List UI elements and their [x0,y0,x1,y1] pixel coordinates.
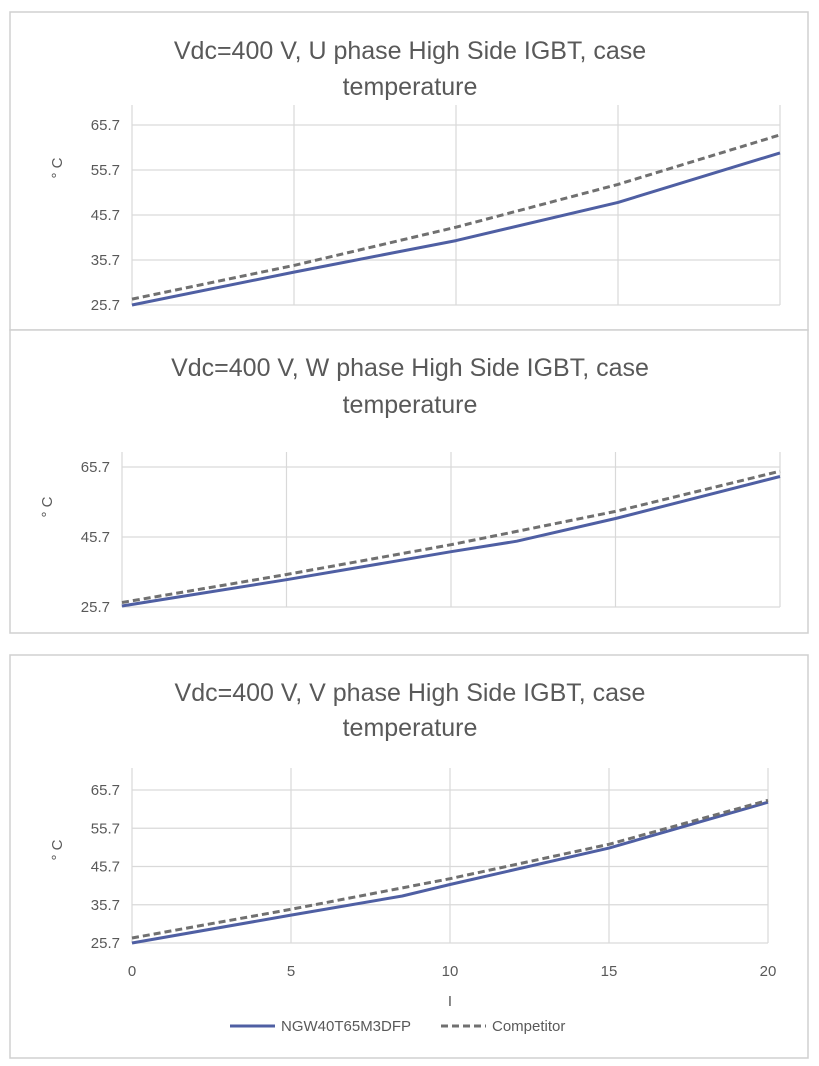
y-tick-label: 35.7 [91,897,120,914]
y-tick-label: 45.7 [91,207,120,224]
y-axis-label: ° C [49,157,66,178]
y-tick-label: 65.7 [91,117,120,134]
chart-1: Vdc=400 V, U phase High Side IGBT, case t… [9,11,809,331]
y-tick-label: 45.7 [91,859,120,876]
y-tick-label: 55.7 [91,820,120,837]
chart-title: Vdc=400 V, W phase High Side IGBT, case [171,354,649,382]
legend-label-competitor: Competitor [492,1018,565,1035]
y-tick-label: 55.7 [91,162,120,179]
legend: NGW40T65M3DFP Competitor [230,1018,565,1035]
y-tick-label: 45.7 [81,529,110,546]
series-ngw40t65m3dfp-line [121,475,781,608]
chart-title: temperature [343,714,478,742]
series-ngw40t65m3dfp-line [131,800,769,945]
chart-3: Vdc=400 V, V phase High Side IGBT, case t… [9,654,809,1059]
series-competitor-line [131,798,769,940]
chart-title: temperature [343,73,478,101]
x-axis-label: I [448,993,452,1010]
chart-panel [9,654,809,1059]
chart-title: temperature [343,391,478,419]
series-competitor-line [121,469,781,604]
x-tick-label: 15 [601,963,618,980]
legend-label-ngw40t65m3dfp: NGW40T65M3DFP [281,1018,411,1035]
y-axis-label: ° C [49,839,66,860]
y-axis-label: ° C [39,496,56,517]
chart-2: Vdc=400 V, W phase High Side IGBT, case t… [9,329,809,634]
y-tick-label: 35.7 [91,252,120,269]
x-tick-label: 20 [760,963,777,980]
chart-title: Vdc=400 V, U phase High Side IGBT, case [174,37,646,65]
chart-panel [9,11,809,331]
x-tick-label: 5 [287,963,295,980]
series-competitor-line [131,133,781,301]
series-ngw40t65m3dfp-line [131,151,781,307]
y-tick-label: 65.7 [81,459,110,476]
y-tick-label: 65.7 [91,782,120,799]
x-tick-label: 0 [128,963,136,980]
y-tick-label: 25.7 [81,599,110,616]
y-tick-label: 25.7 [91,935,120,952]
chart-title: Vdc=400 V, V phase High Side IGBT, case [175,679,646,707]
chart-panel [9,329,809,634]
y-tick-label: 25.7 [91,297,120,314]
x-tick-label: 10 [442,963,459,980]
